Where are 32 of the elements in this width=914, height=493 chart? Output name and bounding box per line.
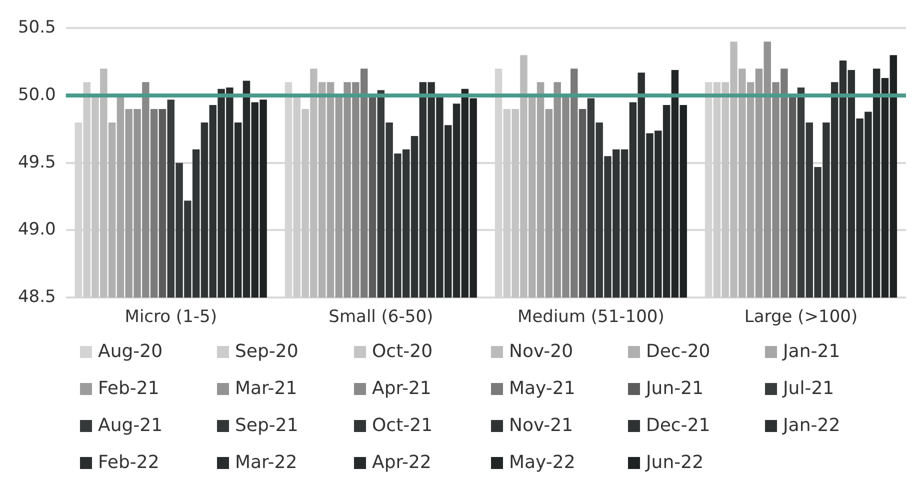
legend-label: Nov-21 — [509, 415, 574, 436]
legend-label: Jan-21 — [783, 341, 840, 362]
y-tick-label: 50.0 — [18, 84, 56, 105]
y-tick-label: 49.5 — [18, 152, 56, 172]
legend-label: Dec-21 — [646, 415, 710, 436]
legend-label: May-21 — [509, 378, 576, 399]
legend-label: Aug-21 — [98, 415, 163, 436]
legend-label: May-22 — [509, 452, 576, 473]
legend-label: Jan-22 — [783, 415, 840, 436]
legend-label: Sep-21 — [235, 415, 298, 436]
legend-label: Jun-22 — [646, 452, 704, 473]
y-tick-label: 49.0 — [18, 220, 56, 240]
legend-label: Aug-20 — [98, 341, 163, 362]
x-tick-label: Micro (1-5) — [124, 307, 217, 328]
legend-label: Mar-22 — [235, 452, 298, 473]
y-tick-label: 48.5 — [18, 287, 56, 308]
x-tick-label: Medium (51-100) — [518, 307, 664, 328]
legend-label: Feb-22 — [98, 452, 160, 473]
legend-label: Feb-21 — [98, 378, 160, 399]
legend-label: Dec-20 — [646, 341, 710, 362]
legend-label: Oct-21 — [372, 415, 433, 436]
legend-label: Sep-20 — [235, 341, 298, 362]
legend-label: Apr-22 — [372, 452, 432, 473]
legend-label: Nov-20 — [509, 341, 574, 362]
legend-label: Mar-21 — [235, 378, 298, 399]
legend-label: Apr-21 — [372, 378, 432, 399]
x-tick-label: Large (>100) — [744, 307, 858, 328]
legend-label: Jun-21 — [646, 378, 704, 399]
legend-label: Jul-21 — [783, 378, 834, 399]
y-tick-label: 50.5 — [18, 18, 56, 38]
x-tick-label: Small (6-50) — [328, 307, 434, 328]
legend-label: Oct-20 — [372, 341, 433, 362]
